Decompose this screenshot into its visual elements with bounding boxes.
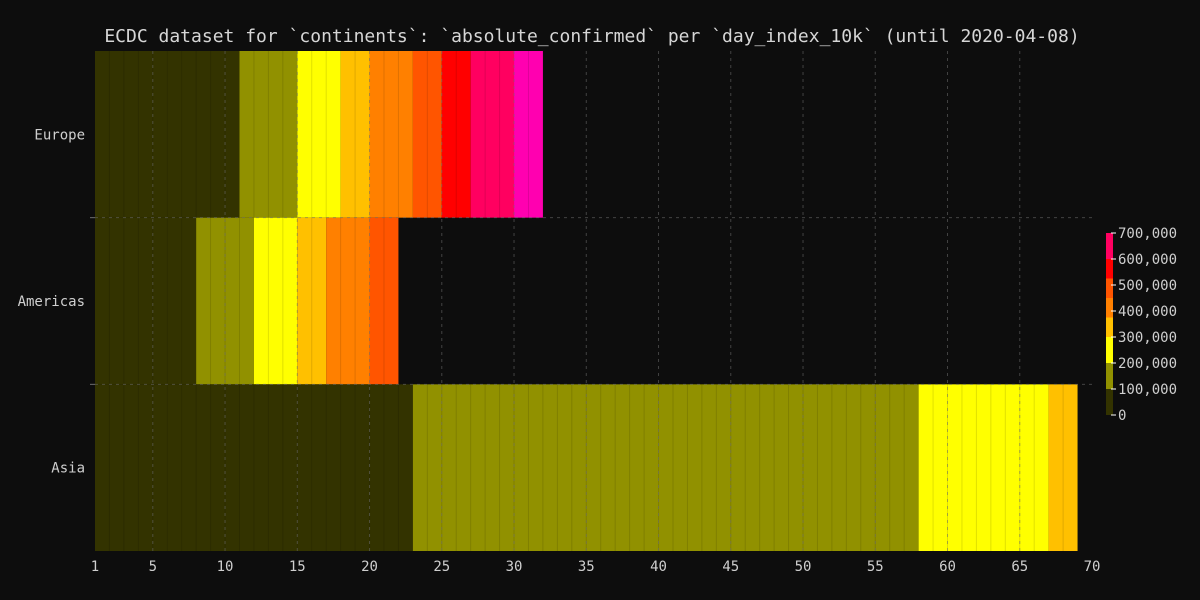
heatmap-cell-asia-2 — [918, 384, 1049, 551]
x-axis: 1 5 10 15 20 25 30 35 40 45 50 55 60 65 70 — [91, 559, 1101, 575]
colorbar-segment — [1106, 298, 1113, 318]
colorbar-segment — [1106, 259, 1113, 279]
x-tick-label: 45 — [722, 559, 739, 575]
y-axis: Europe Americas Asia — [18, 127, 95, 477]
colorbar-tick-label: 0 — [1118, 408, 1126, 424]
heatmap-cell-americas-5 — [369, 217, 399, 385]
heatmap-cell-europe-8 — [514, 51, 543, 218]
x-tick-label: 50 — [795, 559, 812, 575]
plot-area — [95, 51, 1078, 551]
colorbar-segment — [1106, 233, 1113, 259]
x-tick-label: 70 — [1084, 559, 1101, 575]
heatmap-cell-europe-6 — [441, 51, 471, 218]
heatmap-cell-asia-1 — [412, 384, 919, 551]
x-tick-label: 15 — [289, 559, 306, 575]
x-tick-label: 5 — [149, 559, 157, 575]
heatmap-cell-europe-3 — [340, 51, 370, 218]
heatmap-cell-americas-4 — [326, 217, 370, 385]
colorbar-segment — [1106, 278, 1113, 298]
colorbar-tick-label: 200,000 — [1118, 356, 1177, 372]
x-tick-label: 35 — [578, 559, 595, 575]
colorbar-tick-label: 600,000 — [1118, 252, 1177, 268]
x-tick-label: 55 — [867, 559, 884, 575]
x-tick-label: 60 — [939, 559, 956, 575]
colorbar-tick-label: 300,000 — [1118, 330, 1177, 346]
x-tick-label: 40 — [650, 559, 667, 575]
colorbar-segment — [1106, 389, 1113, 415]
y-tick-label-asia: Asia — [51, 461, 85, 477]
x-tick-label: 10 — [217, 559, 234, 575]
colorbar-tick-label: 700,000 — [1118, 226, 1177, 242]
heatmap-cell-europe-2 — [297, 51, 341, 218]
heatmap-cell-asia-0 — [95, 384, 413, 551]
heatmap-cell-asia-3 — [1048, 384, 1078, 551]
heatmap-cell-americas-2 — [253, 217, 298, 385]
y-tick-label-europe: Europe — [34, 127, 85, 143]
colorbar-tick-label: 400,000 — [1118, 304, 1177, 320]
colorbar-segment — [1106, 363, 1113, 389]
heatmap-cell-americas-1 — [196, 217, 254, 385]
heatmap-cell-europe-0 — [95, 51, 240, 218]
heatmap-cell-americas-0 — [95, 217, 197, 385]
grid-lines — [95, 51, 1092, 551]
y-tick-label-americas: Americas — [18, 294, 85, 310]
heatmap-cell-americas-3 — [297, 217, 327, 385]
colorbar-tick-label: 500,000 — [1118, 278, 1177, 294]
heatmap-cell-europe-1 — [239, 51, 298, 218]
x-tick-label: 1 — [91, 559, 99, 575]
colorbar-segment — [1106, 337, 1113, 363]
colorbar-tick-label: 100,000 — [1118, 382, 1177, 398]
colorbar-segment — [1106, 317, 1113, 337]
x-tick-label: 25 — [433, 559, 450, 575]
heatmap-cell-europe-4 — [369, 51, 413, 218]
x-tick-label: 65 — [1011, 559, 1028, 575]
x-tick-label: 20 — [361, 559, 378, 575]
heatmap-cell-europe-7 — [470, 51, 515, 218]
x-tick-label: 30 — [506, 559, 523, 575]
colorbar: 0 100,000 200,000 300,000 400,000 500,000 600,… — [1106, 226, 1177, 424]
chart-title: ECDC dataset for `continents`: `absolute… — [104, 26, 1079, 47]
heatmap-cell-europe-5 — [412, 51, 442, 218]
